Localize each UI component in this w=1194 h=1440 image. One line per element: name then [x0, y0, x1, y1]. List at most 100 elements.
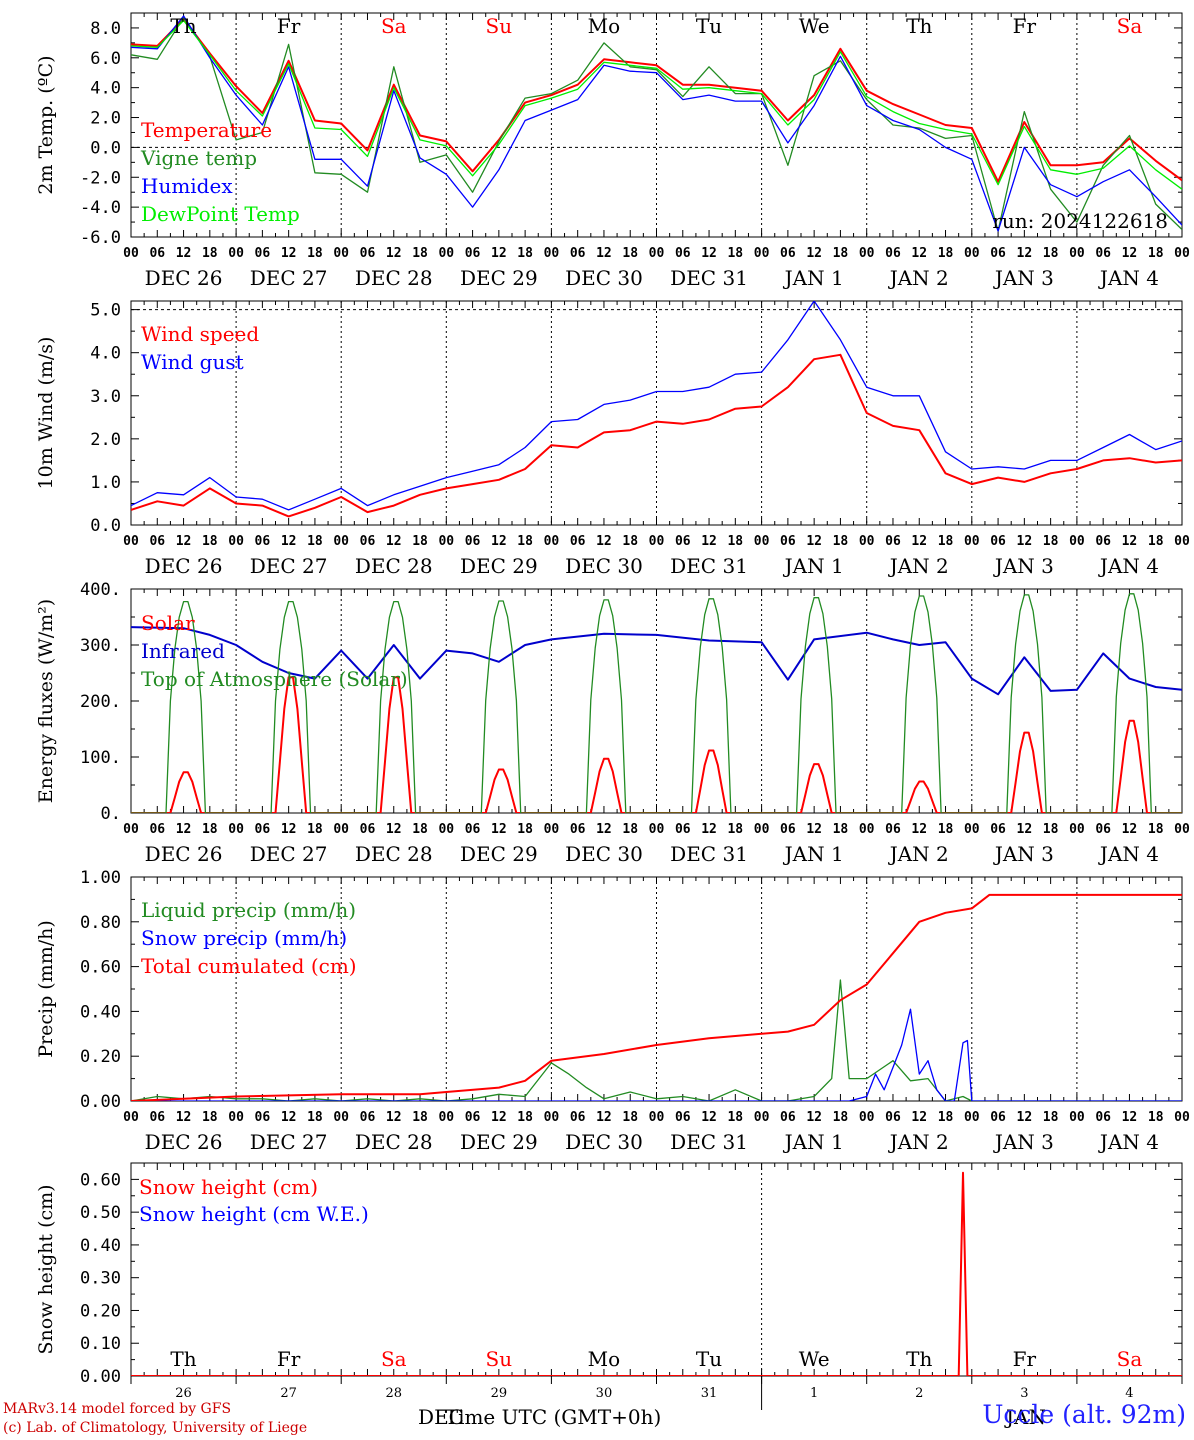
hour-tick-label: 18 [1148, 1110, 1164, 1125]
hour-tick-label: 00 [228, 534, 244, 549]
hour-tick-label: 18 [938, 1110, 954, 1125]
hour-tick-label: 12 [176, 1110, 192, 1125]
hour-tick-label: 00 [1174, 246, 1190, 261]
series-line-snow-height-cm- [131, 1171, 1182, 1376]
hour-tick-label: 00 [438, 246, 454, 261]
hour-tick-label: 12 [176, 246, 192, 261]
hour-tick-label: 18 [1043, 1110, 1059, 1125]
weekday-label: Mo [588, 1347, 621, 1371]
y-tick-label: 0.10 [80, 1334, 121, 1354]
hour-tick-label: 00 [754, 822, 770, 837]
legend-entry: Snow precip (mm/h) [141, 926, 347, 950]
legend-entry: Infrared [141, 639, 225, 663]
legend-entry: Wind speed [141, 322, 259, 346]
hour-tick-label: 06 [570, 822, 586, 837]
date-label: DEC 26 [145, 1130, 223, 1154]
weekday-label: Mo [588, 14, 621, 38]
hour-tick-label: 12 [701, 1110, 717, 1125]
hour-tick-label: 12 [701, 822, 717, 837]
hour-tick-label: 18 [307, 534, 323, 549]
date-label: JAN 4 [1098, 266, 1159, 290]
series-line-infrared [131, 626, 1182, 696]
hour-tick-label: 06 [990, 246, 1006, 261]
weekday-label: Th [170, 14, 196, 38]
weekday-label: We [799, 1347, 830, 1371]
date-label: DEC 31 [670, 1130, 748, 1154]
hour-tick-label: 18 [202, 246, 218, 261]
hour-tick-label: 06 [780, 1110, 796, 1125]
y-tick-label: 6.0 [90, 49, 121, 69]
legend-entry: Solar [141, 611, 195, 635]
hour-tick-label: 12 [176, 534, 192, 549]
date-label: DEC 26 [145, 266, 223, 290]
hour-tick-label: 18 [622, 246, 638, 261]
month-label: JAN [1004, 1405, 1046, 1429]
hour-tick-label: 00 [964, 534, 980, 549]
hour-tick-label: 12 [1017, 246, 1033, 261]
date-label: DEC 29 [460, 842, 538, 866]
y-tick-label: 1.00 [80, 868, 121, 888]
date-label: DEC 26 [145, 842, 223, 866]
date-label: JAN 2 [888, 842, 949, 866]
hour-tick-label: 18 [833, 534, 849, 549]
hour-tick-label: 00 [964, 1110, 980, 1125]
hour-tick-label: 06 [885, 822, 901, 837]
hour-tick-label: 00 [754, 246, 770, 261]
hour-tick-label: 06 [1095, 1110, 1111, 1125]
y-tick-label: 4.0 [90, 79, 121, 99]
hour-tick-label: 06 [1095, 246, 1111, 261]
hour-tick-label: 12 [1122, 246, 1138, 261]
hour-tick-label: 18 [833, 1110, 849, 1125]
hour-tick-label: 12 [596, 534, 612, 549]
hour-tick-label: 12 [596, 1110, 612, 1125]
date-label: JAN 2 [888, 1130, 949, 1154]
date-label: DEC 27 [250, 554, 328, 578]
hour-tick-label: 00 [123, 534, 139, 549]
hour-tick-label: 06 [885, 1110, 901, 1125]
y-tick-label: 0.60 [80, 1170, 121, 1190]
hour-tick-label: 18 [833, 822, 849, 837]
date-label: DEC 30 [565, 266, 643, 290]
hour-tick-label: 06 [465, 822, 481, 837]
hour-tick-label: 18 [307, 822, 323, 837]
y-tick-label: 300. [80, 636, 121, 656]
hour-tick-label: 18 [1148, 246, 1164, 261]
panel-2 [130, 300, 1183, 526]
legend-entry: Temperature [141, 118, 272, 142]
hour-tick-label: 00 [649, 246, 665, 261]
hour-tick-label: 00 [1069, 246, 1085, 261]
hour-tick-label: 12 [1122, 1110, 1138, 1125]
legend-entry: Top of Atmosphere (Solar) [141, 667, 408, 691]
hour-tick-label: 12 [1017, 534, 1033, 549]
hour-tick-label: 06 [255, 822, 271, 837]
y-tick-label: 2.0 [90, 109, 121, 129]
y-tick-label: 5.0 [90, 301, 121, 321]
hour-tick-label: 12 [701, 246, 717, 261]
hour-tick-label: 00 [438, 534, 454, 549]
hour-tick-label: 06 [360, 822, 376, 837]
hour-tick-label: 12 [281, 246, 297, 261]
legend-entry: Snow height (cm) [139, 1175, 318, 1199]
weekday-label: Sa [381, 1347, 407, 1371]
hour-tick-label: 06 [990, 1110, 1006, 1125]
legend-entry: Snow height (cm W.E.) [139, 1202, 369, 1226]
hour-tick-label: 12 [281, 822, 297, 837]
series-line-humidex [131, 15, 1182, 232]
hour-tick-label: 06 [465, 246, 481, 261]
series-line-snow-precip-mm-h- [131, 1008, 1182, 1101]
hour-tick-label: 06 [149, 1110, 165, 1125]
hour-tick-label: 00 [649, 822, 665, 837]
hour-tick-label: 12 [911, 822, 927, 837]
hour-tick-label: 12 [1122, 822, 1138, 837]
hour-tick-label: 12 [491, 822, 507, 837]
hour-tick-label: 12 [176, 822, 192, 837]
hour-tick-label: 18 [1148, 822, 1164, 837]
hour-tick-label: 18 [622, 822, 638, 837]
series-line-total-cumulated-cm- [131, 893, 1182, 1101]
weekday-label: Sa [1117, 1347, 1143, 1371]
day-number: 1 [810, 1386, 818, 1401]
hour-tick-label: 06 [675, 1110, 691, 1125]
weekday-label: Sa [1117, 14, 1143, 38]
y-tick-label: 0.0 [90, 516, 121, 536]
date-label: DEC 29 [460, 1130, 538, 1154]
